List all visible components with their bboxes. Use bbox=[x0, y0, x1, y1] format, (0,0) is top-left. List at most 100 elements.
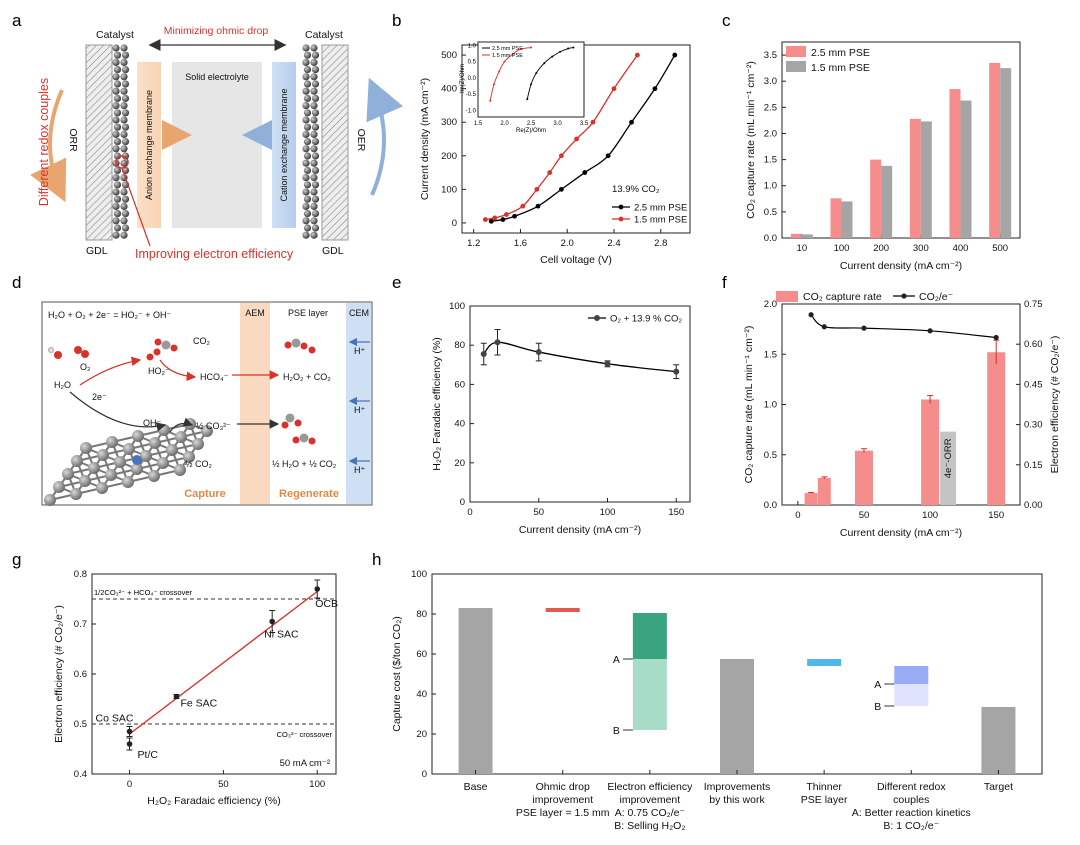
y-tick-label: 1.5 bbox=[764, 349, 777, 360]
lattice-atom bbox=[71, 455, 83, 467]
lattice-atom bbox=[106, 436, 118, 448]
solid-electrolyte-layer bbox=[172, 62, 262, 228]
catalyst-sphere bbox=[113, 138, 122, 146]
bar bbox=[909, 118, 921, 238]
x-tick-label: 150 bbox=[988, 510, 1004, 521]
x-axis-title: Cell voltage (V) bbox=[540, 254, 612, 266]
bar bbox=[987, 352, 1006, 505]
category-label: Electron efficiency bbox=[607, 781, 693, 793]
inset-data-point bbox=[489, 99, 492, 102]
inset-data-point bbox=[526, 98, 529, 101]
y-tick-label: 1.0 bbox=[764, 400, 777, 411]
category-label: B: 1 CO₂/e⁻ bbox=[883, 820, 939, 832]
pse-layer-label: PSE layer bbox=[288, 308, 328, 318]
reference-label: 1/2CO₃²⁻ + HCO₄⁻ crossover bbox=[94, 588, 193, 597]
y-tick-label: 80 bbox=[454, 340, 465, 351]
catalyst-sphere bbox=[112, 73, 120, 81]
x-tick-label: 0 bbox=[467, 507, 472, 518]
carbonate-label: ½ CO₃²⁻ bbox=[196, 421, 231, 431]
series-line bbox=[483, 341, 677, 373]
aem-layer bbox=[137, 62, 161, 228]
data-point bbox=[492, 215, 498, 221]
panel-b-label: b bbox=[392, 11, 401, 30]
co2-molecule bbox=[154, 338, 178, 352]
catalyst-sphere bbox=[302, 231, 310, 239]
inset-data-point bbox=[559, 50, 562, 53]
y-tick-label: 0.5 bbox=[764, 207, 777, 218]
product-co2-molecule bbox=[292, 433, 316, 445]
data-point bbox=[504, 212, 509, 217]
bar bbox=[830, 198, 842, 238]
data-point bbox=[482, 217, 488, 222]
lattice-atom bbox=[201, 425, 213, 437]
h2o-label: H₂O bbox=[54, 380, 71, 390]
bicarbonate-arrow bbox=[159, 359, 197, 382]
inset-data-point bbox=[503, 60, 506, 63]
catalyst-sphere bbox=[303, 166, 312, 174]
segment-marker: B bbox=[874, 701, 881, 713]
inset-data-point bbox=[530, 83, 532, 86]
plot-e-frame bbox=[469, 305, 691, 503]
segment-marker: A bbox=[613, 654, 620, 666]
data-point bbox=[480, 351, 487, 358]
lattice-atom bbox=[79, 475, 91, 487]
solid-electrolyte-label: Solid electrolyte bbox=[185, 72, 249, 82]
legend-marker bbox=[618, 216, 624, 222]
catalyst-sphere bbox=[302, 145, 310, 153]
h2o-molecule bbox=[48, 347, 62, 359]
y-tick-label: 200 bbox=[441, 151, 457, 162]
catalyst-sphere bbox=[112, 188, 120, 196]
y-tick-label: 80 bbox=[416, 609, 427, 620]
data-point bbox=[488, 218, 494, 224]
y-tick-label: 0.4 bbox=[74, 769, 87, 780]
catalyst-sphere bbox=[120, 217, 128, 225]
catalyst-sphere bbox=[121, 51, 130, 59]
catalyst-sphere bbox=[311, 94, 320, 102]
x-tick-label: 0 bbox=[127, 779, 132, 790]
inset-x-tick: 3.0 bbox=[553, 121, 562, 127]
cost-bar bbox=[458, 608, 493, 774]
catalyst-sphere bbox=[120, 202, 128, 210]
catalyst-sphere bbox=[311, 80, 320, 88]
lattice-atom bbox=[175, 431, 187, 443]
catalyst-sphere bbox=[311, 181, 320, 189]
y-tick-label: 60 bbox=[454, 379, 465, 390]
legend-swatch bbox=[786, 61, 806, 72]
hydroxide-label: OH⁻ bbox=[143, 418, 162, 428]
inset-data-point bbox=[543, 62, 546, 65]
lattice-atom bbox=[105, 469, 117, 481]
catalyst-sphere bbox=[303, 210, 312, 218]
capture-label: Capture bbox=[184, 488, 226, 500]
catalyst-sphere bbox=[310, 102, 318, 110]
lattice-atom bbox=[123, 443, 135, 455]
x-axis-title: Current density (mA cm⁻²) bbox=[519, 524, 641, 536]
y-tick-label: 0 bbox=[460, 497, 465, 508]
x-tick-label: 10 bbox=[797, 243, 808, 254]
catalyst-sphere bbox=[302, 217, 310, 225]
catalyst-sphere bbox=[121, 210, 130, 218]
legend-swatch bbox=[776, 291, 798, 302]
y-tick-label: 0.0 bbox=[764, 233, 777, 244]
x-tick-label: 100 bbox=[309, 779, 325, 790]
y-tick-label: 2.0 bbox=[764, 299, 777, 310]
inset-data-point bbox=[551, 55, 554, 58]
bar bbox=[881, 165, 893, 238]
y-tick-label: 100 bbox=[441, 184, 457, 195]
catalyst-sphere bbox=[310, 188, 318, 196]
proton-label-3: H⁺ bbox=[354, 465, 365, 475]
h2o2-co2-label: H₂O₂ + CO₂ bbox=[283, 372, 331, 382]
category-label: B: Selling H₂O₂ bbox=[614, 820, 685, 832]
catalyst-sphere bbox=[311, 66, 320, 74]
x-tick-label: 200 bbox=[873, 243, 889, 254]
data-point bbox=[629, 119, 634, 125]
x-tick-label: 1.2 bbox=[467, 238, 480, 249]
hco4-label: HCO₄⁻ bbox=[200, 372, 229, 382]
data-point bbox=[126, 728, 133, 735]
catalyst-sphere bbox=[121, 109, 130, 117]
category-label: Ohmic drop bbox=[536, 781, 590, 793]
catalyst-sphere bbox=[303, 138, 312, 146]
catalyst-sphere bbox=[302, 188, 310, 196]
data-point bbox=[927, 328, 933, 334]
y2-tick-label: 0.60 bbox=[1024, 339, 1043, 350]
